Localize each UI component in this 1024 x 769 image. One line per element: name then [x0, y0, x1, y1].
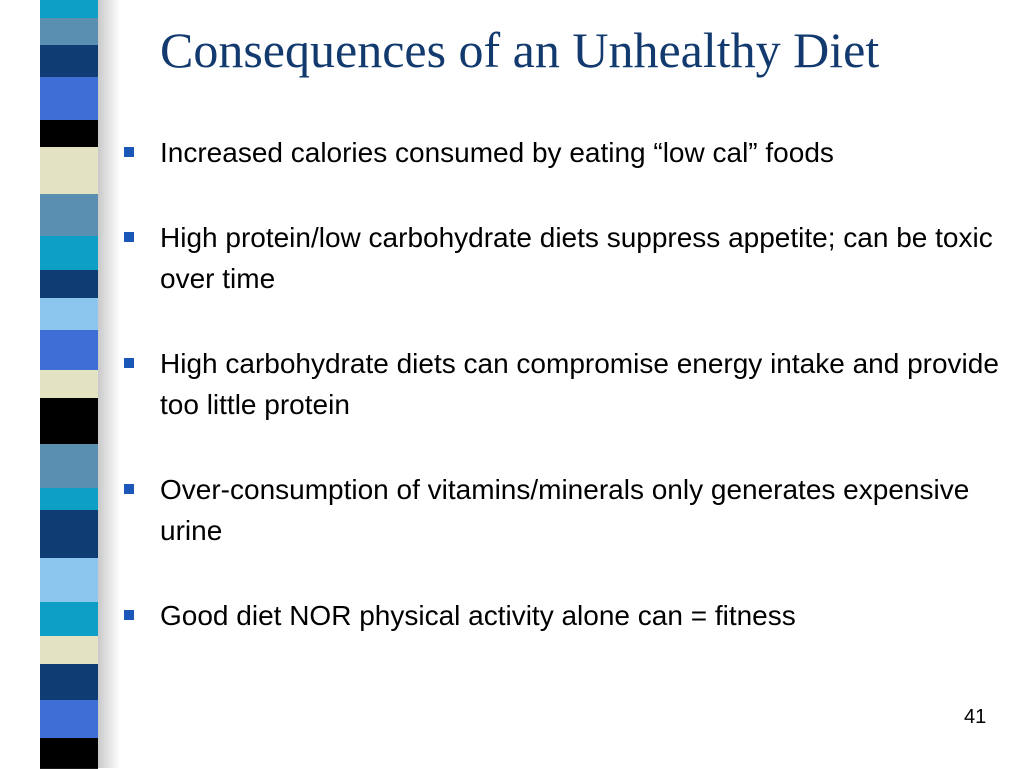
- strip-block: [40, 298, 98, 331]
- strip-block: [40, 398, 98, 445]
- strip-block: [40, 510, 98, 559]
- strip-block: [40, 147, 98, 195]
- bullet-list: Increased calories consumed by eating “l…: [124, 132, 1014, 680]
- strip-block: [40, 636, 98, 665]
- strip-shadow: [98, 0, 120, 768]
- strip-block: [40, 330, 98, 371]
- strip-block: [40, 77, 98, 121]
- slide-title: Consequences of an Unhealthy Diet: [160, 22, 880, 78]
- strip-block: [40, 194, 98, 237]
- bullet-item: Increased calories consumed by eating “l…: [124, 132, 1014, 173]
- bullet-item: High protein/low carbohydrate diets supp…: [124, 217, 1014, 299]
- strip-block: [40, 370, 98, 399]
- bullet-item: Good diet NOR physical activity alone ca…: [124, 595, 1014, 636]
- strip-block: [40, 444, 98, 489]
- strip-block: [40, 558, 98, 603]
- bullet-item: Over-consumption of vitamins/minerals on…: [124, 469, 1014, 551]
- decorative-strip: [0, 0, 120, 769]
- strip-block: [40, 0, 98, 19]
- strip-block: [40, 45, 98, 78]
- square-bullet-icon: [124, 232, 134, 242]
- bullet-item: High carbohydrate diets can compromise e…: [124, 343, 1014, 425]
- strip-block: [40, 664, 98, 701]
- strip-block: [40, 602, 98, 637]
- strip-block: [40, 700, 98, 739]
- strip-block: [40, 236, 98, 271]
- strip-block: [40, 270, 98, 299]
- strip-block: [40, 738, 98, 769]
- square-bullet-icon: [124, 484, 134, 494]
- square-bullet-icon: [124, 358, 134, 368]
- bullet-text: High protein/low carbohydrate diets supp…: [160, 222, 993, 294]
- square-bullet-icon: [124, 610, 134, 620]
- bullet-text: Over-consumption of vitamins/minerals on…: [160, 474, 970, 546]
- slide-number: 41: [964, 706, 987, 728]
- strip-block: [40, 488, 98, 511]
- square-bullet-icon: [124, 147, 134, 157]
- bullet-text: Increased calories consumed by eating “l…: [160, 137, 834, 168]
- bullet-text: Good diet NOR physical activity alone ca…: [160, 600, 796, 631]
- strip-block: [40, 120, 98, 148]
- bullet-text: High carbohydrate diets can compromise e…: [160, 348, 999, 420]
- strip-block: [40, 18, 98, 46]
